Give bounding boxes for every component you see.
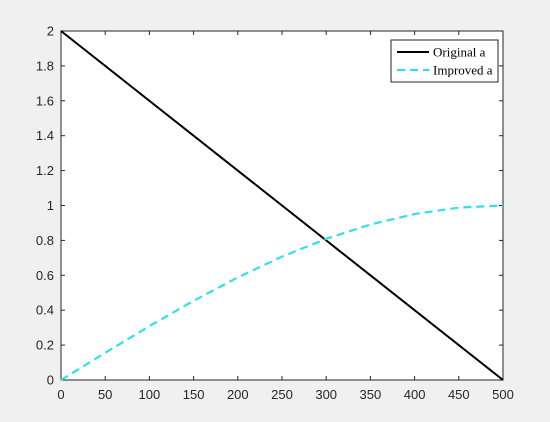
- series-line-2: [60, 204, 504, 381]
- y-tick-label: 1.6: [36, 93, 54, 108]
- y-tick-label: 1.4: [36, 128, 54, 143]
- series-layer: [60, 30, 504, 381]
- x-tick-label: 250: [271, 387, 293, 402]
- x-tick-label: 400: [404, 387, 426, 402]
- x-tick-label: 0: [57, 387, 64, 402]
- y-tick-label: 0.8: [36, 233, 54, 248]
- y-tick-label: 1: [47, 198, 54, 213]
- x-tick-label: 100: [139, 387, 161, 402]
- y-tick-label: 0.2: [36, 338, 54, 353]
- y-axis: 0 0.2 0.4 0.6 0.8 1 1.2 1.4 1.6 1.8 2: [36, 24, 503, 388]
- legend-box: [390, 39, 499, 83]
- y-tick-label: 0.6: [36, 268, 54, 283]
- x-tick-label: 500: [492, 387, 514, 402]
- y-tick-label: 2: [47, 24, 54, 39]
- legend-label-1: Original a: [433, 45, 486, 60]
- x-tick-label: 450: [448, 387, 470, 402]
- y-tick-label: 0.4: [36, 303, 54, 318]
- x-tick-label: 350: [360, 387, 382, 402]
- x-tick-label: 50: [98, 387, 112, 402]
- x-tick-label: 300: [315, 387, 337, 402]
- series-line-1: [60, 30, 504, 381]
- x-tick-label: 150: [183, 387, 205, 402]
- legend-label-2: Improved a: [433, 63, 493, 78]
- y-tick-label: 1.2: [36, 163, 54, 178]
- y-tick-label: 0: [47, 373, 54, 388]
- y-tick-label: 1.8: [36, 58, 54, 73]
- legend: Original a Improved a: [390, 39, 499, 83]
- x-tick-label: 200: [227, 387, 249, 402]
- x-axis: 0 50 100 150 200 250 300 350 400 450 500: [57, 31, 514, 402]
